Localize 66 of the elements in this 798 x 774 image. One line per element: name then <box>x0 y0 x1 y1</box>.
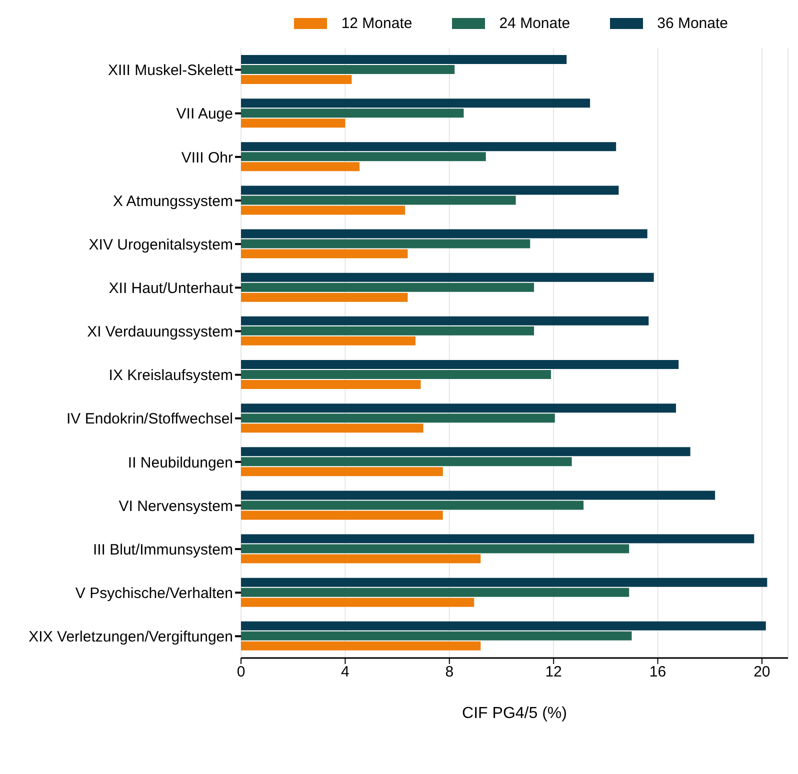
bar <box>241 186 619 195</box>
bar <box>241 621 766 630</box>
y-tick-label: V Psychische/Verhalten <box>75 584 233 602</box>
bar <box>241 447 690 456</box>
x-tick-label: 8 <box>445 664 454 681</box>
bar <box>241 588 630 597</box>
x-tick-label: 4 <box>341 664 350 681</box>
bar <box>241 65 455 74</box>
y-tick-label: XII Haut/Unterhaut <box>108 280 234 297</box>
legend-label: 36 Monate <box>657 14 728 32</box>
bar <box>241 292 408 302</box>
bar <box>241 544 630 554</box>
y-tick-label: VIII Ohr <box>181 149 233 166</box>
bar <box>241 152 486 162</box>
bar <box>241 641 481 650</box>
legend-label: 12 Monate <box>341 14 412 32</box>
bar <box>241 196 516 205</box>
y-tick-label: XI Verdauungssystem <box>87 324 233 341</box>
bar <box>241 467 443 476</box>
y-tick-label: IX Kreislaufsystem <box>108 367 233 384</box>
bar <box>241 336 416 346</box>
bar <box>241 578 768 587</box>
bar <box>241 108 464 118</box>
bar <box>241 534 754 544</box>
bar <box>241 75 352 84</box>
bar <box>241 457 572 466</box>
y-tick-label: III Blut/Immunsystem <box>92 541 233 558</box>
y-tick-label: XIII Muskel-Skelett <box>108 62 234 80</box>
bar <box>241 510 443 520</box>
bar <box>241 631 632 640</box>
bar <box>241 370 551 379</box>
bar <box>241 162 360 172</box>
bar <box>241 414 555 423</box>
bar <box>241 316 649 326</box>
bar <box>241 239 530 248</box>
y-tick-label: VII Auge <box>176 106 233 123</box>
bar <box>241 118 346 128</box>
y-tick-label: XIV Urogenitalsystem <box>88 236 233 254</box>
x-tick-label: 12 <box>545 664 562 681</box>
bar <box>241 249 408 258</box>
y-tick-label: IV Endokrin/Stoffwechsel <box>66 410 233 428</box>
bar <box>241 380 421 389</box>
bar <box>241 360 679 369</box>
legend-label: 24 Monate <box>499 14 570 32</box>
bar <box>241 282 534 292</box>
x-axis-title: CIF PG4/5 (%) <box>462 705 567 722</box>
y-tick-label: XIX Verletzungen/Vergiftungen <box>28 628 233 646</box>
bar <box>241 326 534 336</box>
x-tick-label: 20 <box>754 664 770 681</box>
bar <box>241 206 406 215</box>
bar <box>241 55 567 64</box>
y-tick-label: II Neubildungen <box>128 454 233 472</box>
bar <box>241 598 474 607</box>
y-tick-label: VI Nervensystem <box>118 498 233 515</box>
bar <box>241 490 716 500</box>
bar <box>241 142 616 152</box>
bar <box>241 554 481 564</box>
bar <box>241 229 648 238</box>
bar <box>241 404 676 413</box>
bar <box>241 272 654 282</box>
x-tick-label: 16 <box>649 664 666 681</box>
bar <box>241 424 424 433</box>
bar <box>241 500 584 510</box>
bar <box>241 98 590 108</box>
y-tick-label: X Atmungssystem <box>112 192 233 210</box>
x-tick-label: 0 <box>236 664 246 681</box>
